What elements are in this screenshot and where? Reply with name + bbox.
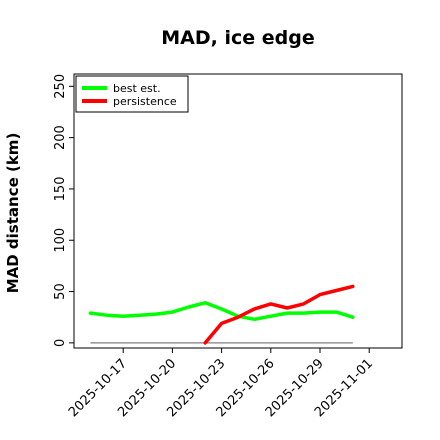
y-tick-label: 250 (53, 74, 68, 99)
legend: best est. persistence (75, 75, 189, 113)
legend-label-best-est: best est. (113, 82, 161, 95)
legend-label-persistence: persistence (113, 95, 177, 108)
series-line-persistence (203, 284, 355, 345)
x-axis: 2025-10-172025-10-202025-10-232025-10-26… (66, 348, 376, 420)
y-tick-label: 200 (53, 125, 68, 150)
y-axis-label: MAD distance (km) (4, 133, 22, 294)
series-line-best-est (88, 301, 355, 322)
y-tick-label: 150 (53, 177, 68, 202)
legend-box (75, 75, 189, 113)
y-axis: 0 50 100 150 200 250 (53, 74, 74, 347)
series-layer (88, 284, 355, 345)
y-tick-label: 0 (53, 339, 68, 347)
chart-title: MAD, ice edge (161, 27, 314, 49)
plot-frame (73, 73, 403, 349)
y-tick-label: 100 (53, 228, 68, 253)
y-tick-label: 50 (53, 283, 68, 300)
